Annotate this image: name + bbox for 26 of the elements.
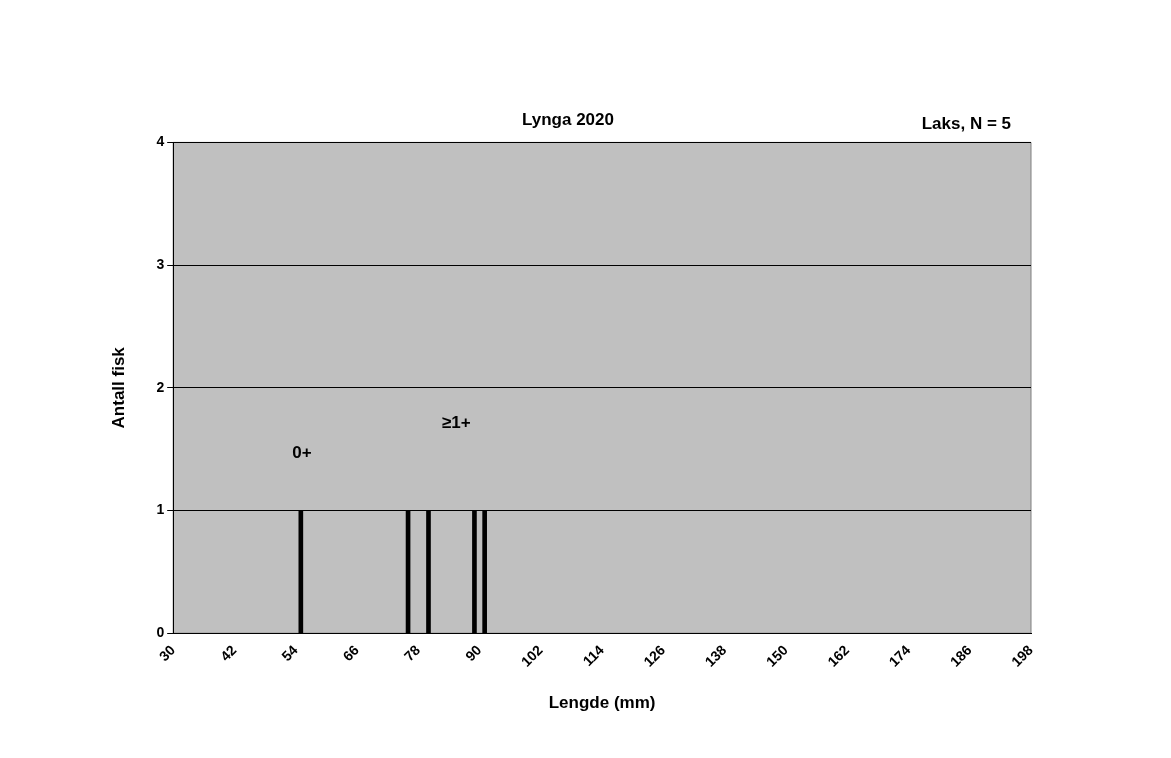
- x-tick-label: 126: [640, 641, 669, 670]
- x-tick-label: 66: [339, 641, 362, 665]
- y-tick-label: 1: [156, 501, 165, 518]
- x-tick-label: 150: [762, 641, 791, 670]
- chart-title: Lynga 2020: [522, 109, 614, 129]
- x-tick-label: 174: [885, 641, 914, 670]
- x-tick-label: 186: [946, 641, 975, 670]
- y-tick-label: 3: [156, 255, 165, 272]
- x-tick-label: 198: [1008, 641, 1036, 670]
- y-tick-label: 0: [156, 624, 165, 641]
- y-tick-label: 4: [156, 133, 165, 150]
- x-tick-label: 78: [400, 641, 424, 665]
- x-tick-label: 54: [278, 641, 301, 665]
- annotation: ≥1+: [441, 413, 471, 433]
- annotation: 0+: [292, 442, 312, 462]
- x-axis-title: Lengde (mm): [548, 693, 656, 713]
- x-tick-label: 30: [155, 641, 179, 665]
- x-tick-label: 138: [701, 641, 730, 670]
- x-tick-label: 102: [517, 641, 546, 670]
- y-axis-title: Antall fisk: [108, 346, 128, 429]
- x-tick-label: 90: [462, 641, 485, 665]
- x-tick-label: 42: [216, 641, 240, 665]
- text: Laks, N = 5: [921, 113, 1011, 133]
- x-tick-label: 114: [579, 641, 608, 669]
- x-tick-label: 162: [824, 641, 853, 670]
- y-tick-label: 2: [156, 378, 165, 395]
